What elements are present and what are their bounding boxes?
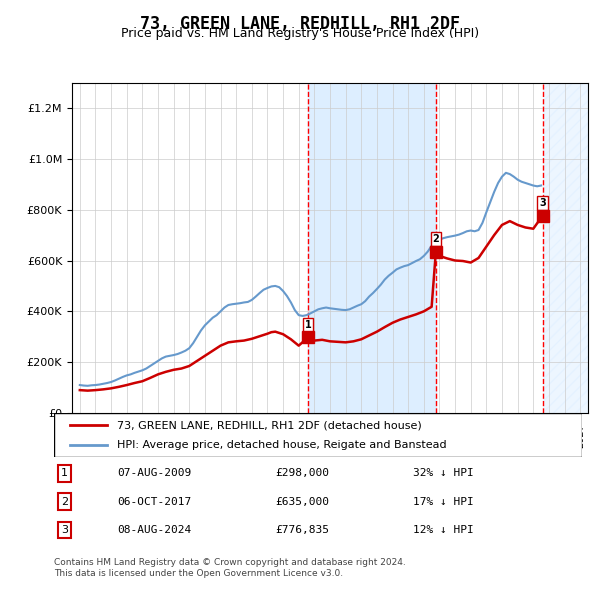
Text: This data is licensed under the Open Government Licence v3.0.: This data is licensed under the Open Gov… <box>54 569 343 578</box>
Text: 1: 1 <box>305 320 311 330</box>
Text: 73, GREEN LANE, REDHILL, RH1 2DF: 73, GREEN LANE, REDHILL, RH1 2DF <box>140 15 460 33</box>
Text: Contains HM Land Registry data © Crown copyright and database right 2024.: Contains HM Land Registry data © Crown c… <box>54 558 406 566</box>
Text: 73, GREEN LANE, REDHILL, RH1 2DF (detached house): 73, GREEN LANE, REDHILL, RH1 2DF (detach… <box>118 421 422 430</box>
Text: 1: 1 <box>61 468 68 478</box>
Bar <box>542 83 588 413</box>
Text: Price paid vs. HM Land Registry's House Price Index (HPI): Price paid vs. HM Land Registry's House … <box>121 27 479 40</box>
Text: HPI: Average price, detached house, Reigate and Banstead: HPI: Average price, detached house, Reig… <box>118 440 447 450</box>
Text: 3: 3 <box>539 198 546 208</box>
Text: £298,000: £298,000 <box>276 468 330 478</box>
Text: 08-AUG-2024: 08-AUG-2024 <box>118 525 191 535</box>
Text: £776,835: £776,835 <box>276 525 330 535</box>
Text: £635,000: £635,000 <box>276 497 330 507</box>
Text: 3: 3 <box>61 525 68 535</box>
Text: 2: 2 <box>61 497 68 507</box>
FancyBboxPatch shape <box>54 413 582 457</box>
Bar <box>308 83 436 413</box>
Text: 12% ↓ HPI: 12% ↓ HPI <box>413 525 474 535</box>
Text: 17% ↓ HPI: 17% ↓ HPI <box>413 497 474 507</box>
Text: 2: 2 <box>433 234 439 244</box>
Text: 32% ↓ HPI: 32% ↓ HPI <box>413 468 474 478</box>
Text: 07-AUG-2009: 07-AUG-2009 <box>118 468 191 478</box>
Text: 06-OCT-2017: 06-OCT-2017 <box>118 497 191 507</box>
